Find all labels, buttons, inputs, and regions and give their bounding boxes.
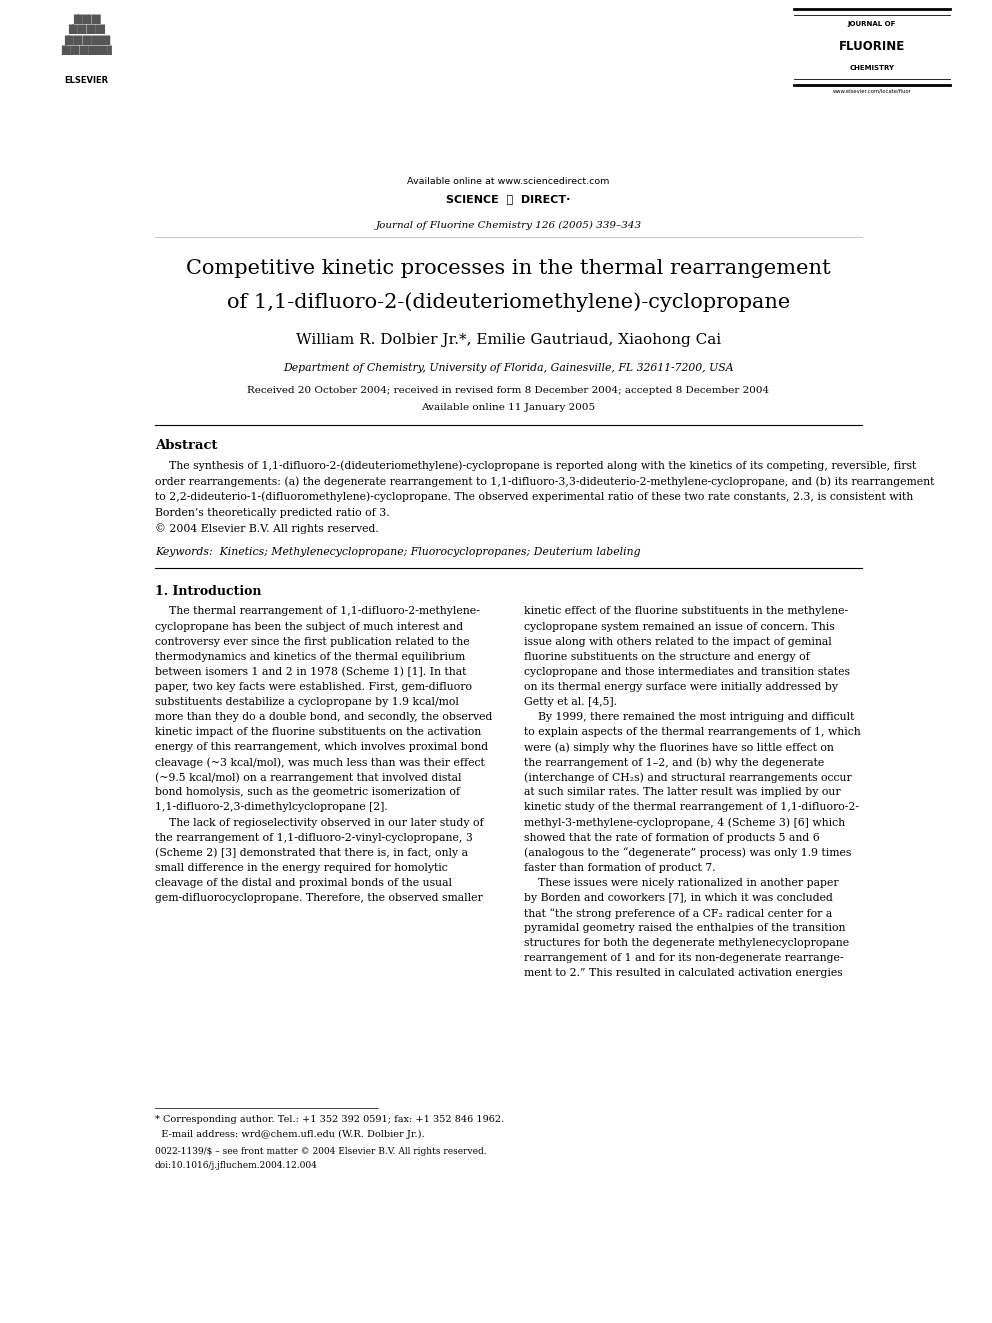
Text: The lack of regioselectivity observed in our later study of: The lack of regioselectivity observed in…	[155, 818, 483, 828]
Text: ment to 2.” This resulted in calculated activation energies: ment to 2.” This resulted in calculated …	[524, 968, 842, 978]
Text: E-mail address: wrd@chem.ufl.edu (W.R. Dolbier Jr.).: E-mail address: wrd@chem.ufl.edu (W.R. D…	[155, 1130, 425, 1139]
Text: more than they do a double bond, and secondly, the observed: more than they do a double bond, and sec…	[155, 712, 492, 722]
Text: structures for both the degenerate methylenecyclopropane: structures for both the degenerate methy…	[524, 938, 849, 949]
Text: by Borden and coworkers [7], in which it was concluded: by Borden and coworkers [7], in which it…	[524, 893, 832, 902]
Text: cyclopropane and those intermediates and transition states: cyclopropane and those intermediates and…	[524, 667, 850, 677]
Text: of 1,1-difluoro-2-(dideuteriomethylene)-cyclopropane: of 1,1-difluoro-2-(dideuteriomethylene)-…	[227, 292, 790, 312]
Text: were (a) simply why the fluorines have so little effect on: were (a) simply why the fluorines have s…	[524, 742, 833, 753]
Text: Competitive kinetic processes in the thermal rearrangement: Competitive kinetic processes in the the…	[186, 258, 830, 278]
Text: CHEMISTRY: CHEMISTRY	[849, 65, 895, 71]
Text: FLUORINE: FLUORINE	[839, 40, 905, 53]
Text: Available online 11 January 2005: Available online 11 January 2005	[422, 404, 595, 413]
Text: kinetic effect of the fluorine substituents in the methylene-: kinetic effect of the fluorine substitue…	[524, 606, 848, 617]
Text: (Scheme 2) [3] demonstrated that there is, in fact, only a: (Scheme 2) [3] demonstrated that there i…	[155, 848, 468, 859]
Text: Journal of Fluorine Chemistry 126 (2005) 339–343: Journal of Fluorine Chemistry 126 (2005)…	[375, 221, 642, 230]
Text: the rearrangement of 1–2, and (b) why the degenerate: the rearrangement of 1–2, and (b) why th…	[524, 757, 824, 767]
Text: to explain aspects of the thermal rearrangements of 1, which: to explain aspects of the thermal rearra…	[524, 728, 860, 737]
Text: 1,1-difluoro-2,3-dimethylcyclopropane [2].: 1,1-difluoro-2,3-dimethylcyclopropane [2…	[155, 803, 388, 812]
Text: the rearrangement of 1,1-difluoro-2-vinyl-cyclopropane, 3: the rearrangement of 1,1-difluoro-2-viny…	[155, 832, 472, 843]
Text: ██████
████████
██████████
███████████: ██████ ████████ ██████████ ███████████	[62, 15, 112, 54]
Text: showed that the rate of formation of products 5 and 6: showed that the rate of formation of pro…	[524, 832, 819, 843]
Text: on its thermal energy surface were initially addressed by: on its thermal energy surface were initi…	[524, 681, 838, 692]
Text: JOURNAL OF: JOURNAL OF	[848, 21, 896, 26]
Text: Available online at www.sciencedirect.com: Available online at www.sciencedirect.co…	[407, 177, 610, 187]
Text: These issues were nicely rationalized in another paper: These issues were nicely rationalized in…	[524, 878, 838, 888]
Text: (analogous to the “degenerate” process) was only 1.9 times: (analogous to the “degenerate” process) …	[524, 848, 851, 859]
Text: William R. Dolbier Jr.*, Emilie Gautriaud, Xiaohong Cai: William R. Dolbier Jr.*, Emilie Gautriau…	[296, 333, 721, 347]
Text: order rearrangements: (a) the degenerate rearrangement to 1,1-difluoro-3,3-dideu: order rearrangements: (a) the degenerate…	[155, 476, 934, 487]
Text: 1. Introduction: 1. Introduction	[155, 585, 261, 598]
Text: fluorine substituents on the structure and energy of: fluorine substituents on the structure a…	[524, 652, 809, 662]
Text: thermodynamics and kinetics of the thermal equilibrium: thermodynamics and kinetics of the therm…	[155, 652, 465, 662]
Text: ELSEVIER: ELSEVIER	[64, 77, 109, 86]
Text: controversy ever since the first publication related to the: controversy ever since the first publica…	[155, 636, 469, 647]
Text: at such similar rates. The latter result was implied by our: at such similar rates. The latter result…	[524, 787, 840, 798]
Text: kinetic study of the thermal rearrangement of 1,1-difluoro-2-: kinetic study of the thermal rearrangeme…	[524, 803, 859, 812]
Text: Department of Chemistry, University of Florida, Gainesville, FL 32611-7200, USA: Department of Chemistry, University of F…	[283, 363, 734, 373]
Text: methyl-3-methylene-cyclopropane, 4 (Scheme 3) [6] which: methyl-3-methylene-cyclopropane, 4 (Sche…	[524, 818, 845, 828]
Text: cleavage of the distal and proximal bonds of the usual: cleavage of the distal and proximal bond…	[155, 878, 451, 888]
Text: to 2,2-dideuterio-1-(difluoromethylene)-cyclopropane. The observed experimental : to 2,2-dideuterio-1-(difluoromethylene)-…	[155, 492, 913, 503]
Text: energy of this rearrangement, which involves proximal bond: energy of this rearrangement, which invo…	[155, 742, 488, 753]
Text: gem-difluorocyclopropane. Therefore, the observed smaller: gem-difluorocyclopropane. Therefore, the…	[155, 893, 482, 902]
Text: bond homolysis, such as the geometric isomerization of: bond homolysis, such as the geometric is…	[155, 787, 459, 798]
Text: faster than formation of product 7.: faster than formation of product 7.	[524, 863, 715, 873]
Text: cyclopropane system remained an issue of concern. This: cyclopropane system remained an issue of…	[524, 622, 834, 631]
Text: rearrangement of 1 and for its non-degenerate rearrange-: rearrangement of 1 and for its non-degen…	[524, 954, 843, 963]
Text: * Corresponding author. Tel.: +1 352 392 0591; fax: +1 352 846 1962.: * Corresponding author. Tel.: +1 352 392…	[155, 1115, 504, 1125]
Text: pyramidal geometry raised the enthalpies of the transition: pyramidal geometry raised the enthalpies…	[524, 923, 845, 933]
Text: cyclopropane has been the subject of much interest and: cyclopropane has been the subject of muc…	[155, 622, 463, 631]
Text: www.elsevier.com/locate/fluor: www.elsevier.com/locate/fluor	[832, 89, 912, 94]
Text: (interchange of CH₂s) and structural rearrangements occur: (interchange of CH₂s) and structural rea…	[524, 773, 851, 783]
Text: cleavage (~3 kcal/mol), was much less than was their effect: cleavage (~3 kcal/mol), was much less th…	[155, 757, 484, 767]
Text: © 2004 Elsevier B.V. All rights reserved.: © 2004 Elsevier B.V. All rights reserved…	[155, 524, 379, 534]
Text: between isomers 1 and 2 in 1978 (Scheme 1) [1]. In that: between isomers 1 and 2 in 1978 (Scheme …	[155, 667, 466, 677]
Text: The thermal rearrangement of 1,1-difluoro-2-methylene-: The thermal rearrangement of 1,1-difluor…	[155, 606, 479, 617]
Text: Keywords:  Kinetics; Methylenecyclopropane; Fluorocyclopropanes; Deuterium label: Keywords: Kinetics; Methylenecyclopropan…	[155, 548, 641, 557]
Text: Abstract: Abstract	[155, 439, 217, 452]
Text: 0022-1139/$ – see front matter © 2004 Elsevier B.V. All rights reserved.: 0022-1139/$ – see front matter © 2004 El…	[155, 1147, 486, 1156]
Text: kinetic impact of the fluorine substituents on the activation: kinetic impact of the fluorine substitue…	[155, 728, 481, 737]
Text: issue along with others related to the impact of geminal: issue along with others related to the i…	[524, 636, 831, 647]
Text: (~9.5 kcal/mol) on a rearrangement that involved distal: (~9.5 kcal/mol) on a rearrangement that …	[155, 773, 461, 783]
Text: Getty et al. [4,5].: Getty et al. [4,5].	[524, 697, 617, 706]
Text: Received 20 October 2004; received in revised form 8 December 2004; accepted 8 D: Received 20 October 2004; received in re…	[247, 386, 770, 396]
Text: doi:10.1016/j.jfluchem.2004.12.004: doi:10.1016/j.jfluchem.2004.12.004	[155, 1162, 317, 1170]
Text: SCIENCE  ⓐ  DIRECT·: SCIENCE ⓐ DIRECT·	[446, 194, 570, 205]
Text: Borden’s theoretically predicted ratio of 3.: Borden’s theoretically predicted ratio o…	[155, 508, 390, 517]
Text: small difference in the energy required for homolytic: small difference in the energy required …	[155, 863, 447, 873]
Text: By 1999, there remained the most intriguing and difficult: By 1999, there remained the most intrigu…	[524, 712, 854, 722]
Text: paper, two key facts were established. First, gem-difluoro: paper, two key facts were established. F…	[155, 681, 472, 692]
Text: The synthesis of 1,1-difluoro-2-(dideuteriomethylene)-cyclopropane is reported a: The synthesis of 1,1-difluoro-2-(dideute…	[155, 460, 916, 471]
Text: substituents destabilize a cyclopropane by 1.9 kcal/mol: substituents destabilize a cyclopropane …	[155, 697, 458, 706]
Text: that “the strong preference of a CF₂ radical center for a: that “the strong preference of a CF₂ rad…	[524, 908, 832, 918]
